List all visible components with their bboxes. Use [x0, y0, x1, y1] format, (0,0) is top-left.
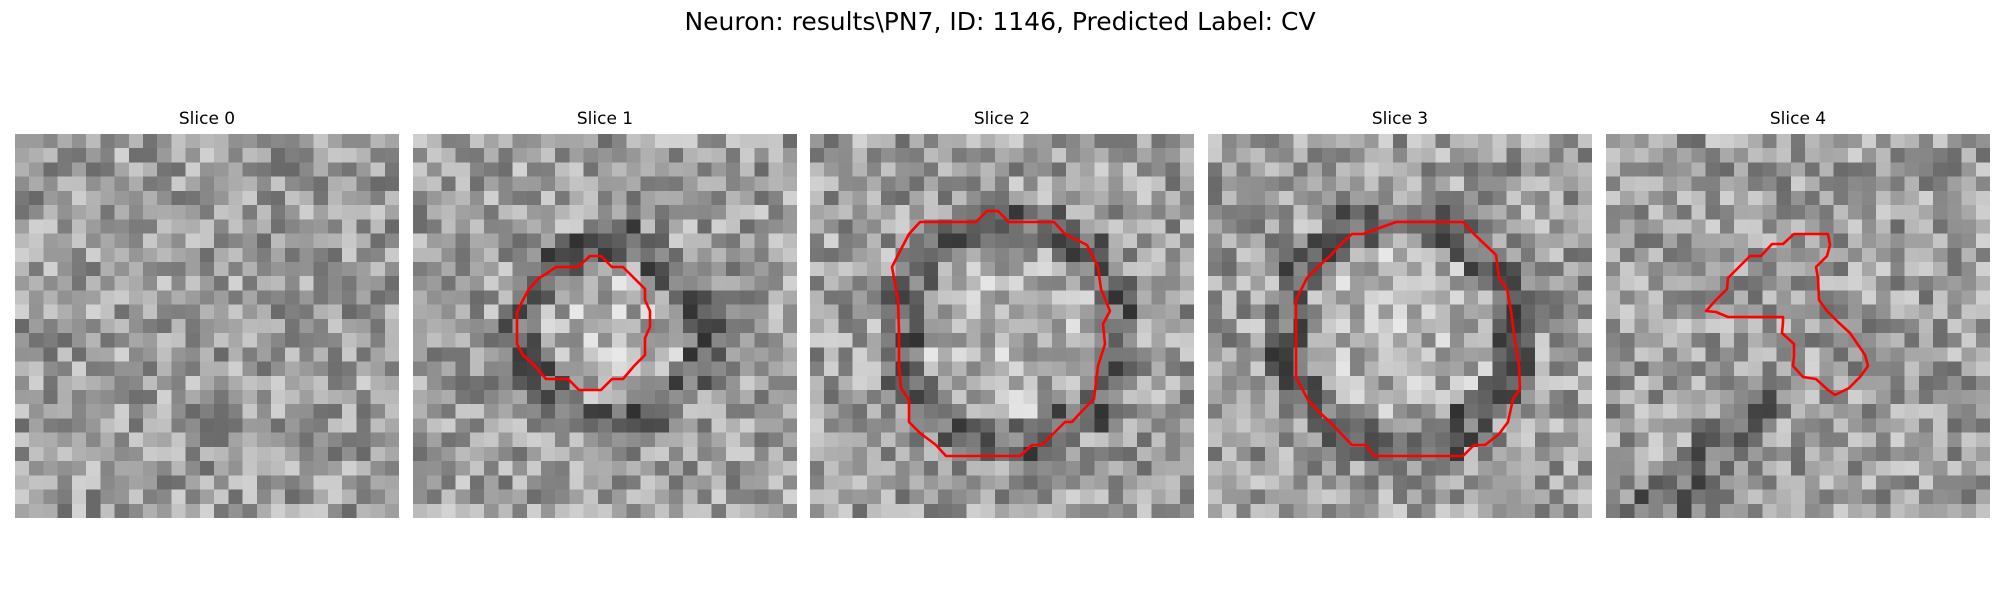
slice-title: Slice 3	[1371, 109, 1429, 129]
slice-title: Slice 1	[576, 109, 634, 129]
slice-image-1	[413, 134, 797, 518]
mask-contour	[1294, 220, 1522, 458]
slice-title: Slice 2	[973, 109, 1031, 129]
slice-title: Slice 0	[178, 109, 236, 129]
mask-contour	[890, 209, 1112, 458]
mask-contour	[1704, 232, 1870, 397]
slice-image-3	[1208, 134, 1592, 518]
pixel-grid	[810, 134, 1194, 518]
slice-image-4	[1606, 134, 1990, 518]
pixel-grid	[413, 134, 797, 518]
pixel-grid	[1606, 134, 1990, 518]
mask-contour	[515, 254, 652, 392]
slice-title: Slice 4	[1769, 109, 1827, 129]
slice-image-2	[810, 134, 1194, 518]
pixel-grid	[15, 134, 399, 518]
pixel-grid	[1208, 134, 1592, 518]
figure-title: Neuron: results\PN7, ID: 1146, Predicted…	[684, 7, 1316, 36]
slice-image-0	[15, 134, 399, 518]
